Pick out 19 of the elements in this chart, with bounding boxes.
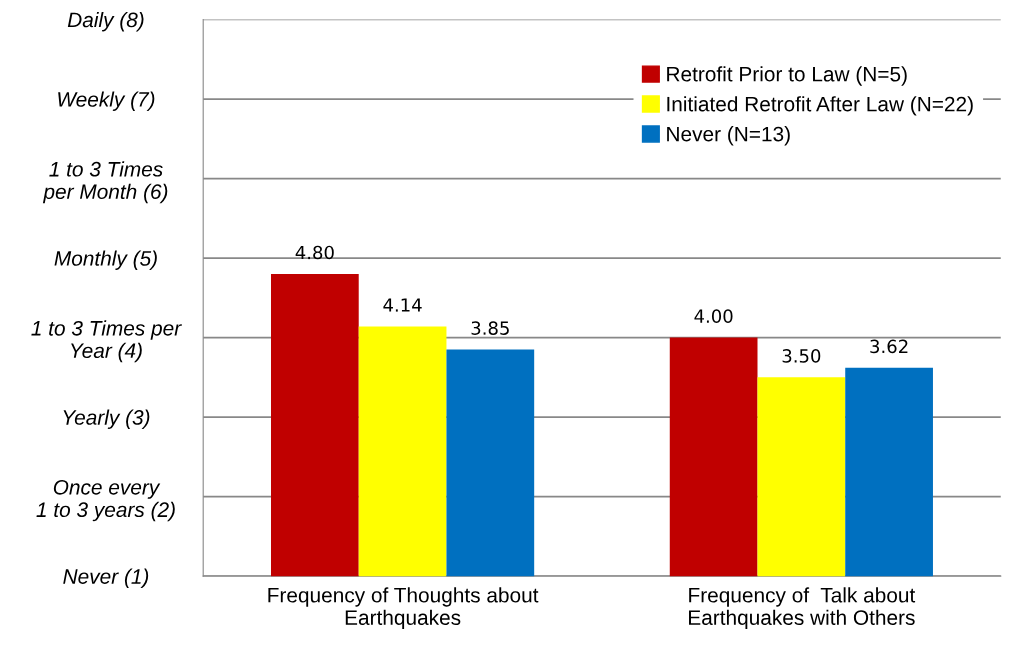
data-label: 3.62	[870, 339, 908, 354]
data-label: 3.85	[471, 321, 509, 335]
legend-label: Retrofit Prior to Law (N=5)	[667, 66, 907, 86]
y-tick-label: 1 to 3 Times per Year (4)	[31, 320, 182, 363]
y-tick-label: Yearly (3)	[63, 409, 150, 429]
y-tick-label: Once every 1 to 3 years (2)	[36, 479, 175, 522]
data-label: 4.14	[383, 298, 422, 312]
data-label: 4.80	[295, 245, 334, 260]
y-tick-label: 1 to 3 Times per Month (6)	[42, 161, 168, 204]
legend-label: Initiated Retrofit After Law (N=22)	[667, 96, 973, 116]
y-tick-label: Never (1)	[63, 568, 149, 588]
y-tick-label: Daily (8)	[67, 11, 144, 32]
x-tick-label: Frequency of Thoughts about Earthquakes	[268, 587, 539, 630]
data-label: 4.00	[694, 309, 733, 323]
legend-label: Never (N=13)	[667, 126, 790, 146]
y-tick-label: Monthly (5)	[54, 250, 157, 270]
y-tick-label: Weekly (7)	[58, 91, 155, 111]
x-tick-label: Frequency of Talk about Earthquakes with Others	[689, 587, 916, 630]
data-label: 3.50	[782, 349, 821, 363]
